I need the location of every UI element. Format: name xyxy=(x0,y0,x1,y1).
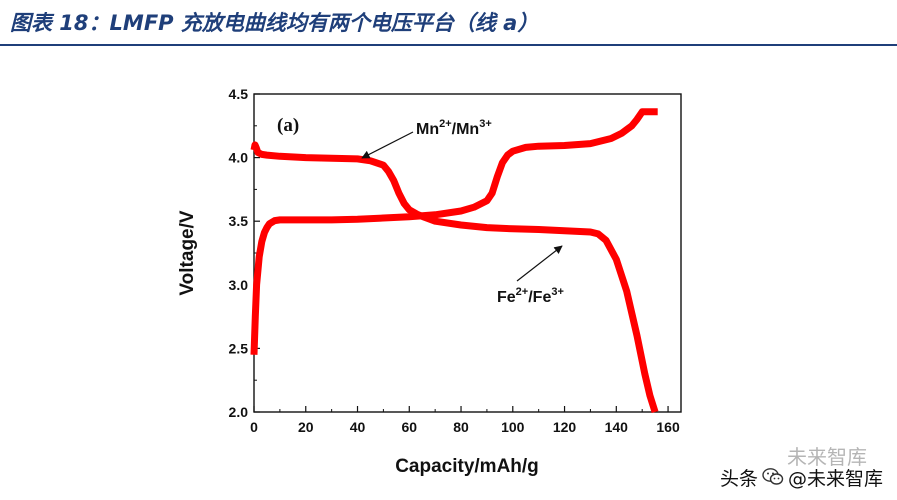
mn-annotation-charge-2: 3+ xyxy=(479,118,492,130)
watermark-background-text: 未来智库 xyxy=(787,445,867,469)
figure-title: 图表 18：LMFP 充放电曲线均有两个电压平台（线 a） xyxy=(10,11,539,35)
y-tick-label: 2.0 xyxy=(229,404,249,420)
mn-annotation-base: Mn xyxy=(416,121,439,138)
x-tick-label: 60 xyxy=(401,419,417,435)
watermark-handle: @未来智库 xyxy=(787,467,883,490)
x-tick-label: 160 xyxy=(656,419,680,435)
watermark: 头条 @未来智库 xyxy=(720,464,883,490)
x-axis-title: Capacity/mAh/g xyxy=(395,456,539,477)
fe-annotation-base: Fe xyxy=(497,289,516,306)
data-series xyxy=(250,108,659,414)
discharge-curve xyxy=(250,141,659,414)
fe-annotation-arrow xyxy=(516,245,563,282)
fe-annotation-separator: /Fe xyxy=(528,289,551,306)
y-tick-label: 4.5 xyxy=(229,86,249,102)
panel-label: (a) xyxy=(277,115,299,136)
y-axis: 2.0 2.5 3.0 3.5 4.0 4.5 xyxy=(229,86,260,420)
watermark-prefix: 头条 xyxy=(719,467,758,490)
mn-annotation-charge-1: 2+ xyxy=(439,118,452,130)
plot-frame xyxy=(253,93,682,413)
x-tick-label: 80 xyxy=(453,419,469,435)
x-tick-label: 0 xyxy=(250,419,258,435)
mn-annotation-label: Mn2+/Mn3+ xyxy=(416,118,492,138)
y-tick-label: 3.0 xyxy=(229,277,249,293)
x-tick-label: 140 xyxy=(605,419,629,435)
mn-annotation-arrow xyxy=(361,131,414,159)
x-tick-label: 40 xyxy=(350,419,366,435)
figure-header: 图表 18：LMFP 充放电曲线均有两个电压平台（线 a） xyxy=(0,0,897,46)
fe-annotation-charge-2: 3+ xyxy=(551,286,564,298)
fe-annotation-label: Fe2+/Fe3+ xyxy=(497,286,564,306)
mn-annotation-separator: /Mn xyxy=(452,121,480,138)
y-tick-label: 2.5 xyxy=(229,340,249,356)
y-tick-label: 4.0 xyxy=(229,150,249,166)
x-tick-label: 100 xyxy=(501,419,525,435)
fe-annotation-charge-1: 2+ xyxy=(516,286,529,298)
charge-curve xyxy=(250,108,658,355)
x-axis: 0 20 40 60 80 100 120 140 160 xyxy=(250,406,680,435)
wechat-icon xyxy=(762,468,784,485)
y-tick-label: 3.5 xyxy=(229,213,249,229)
y-axis-title: Voltage/V xyxy=(177,210,198,295)
x-tick-label: 120 xyxy=(553,419,577,435)
x-tick-label: 20 xyxy=(298,419,314,435)
